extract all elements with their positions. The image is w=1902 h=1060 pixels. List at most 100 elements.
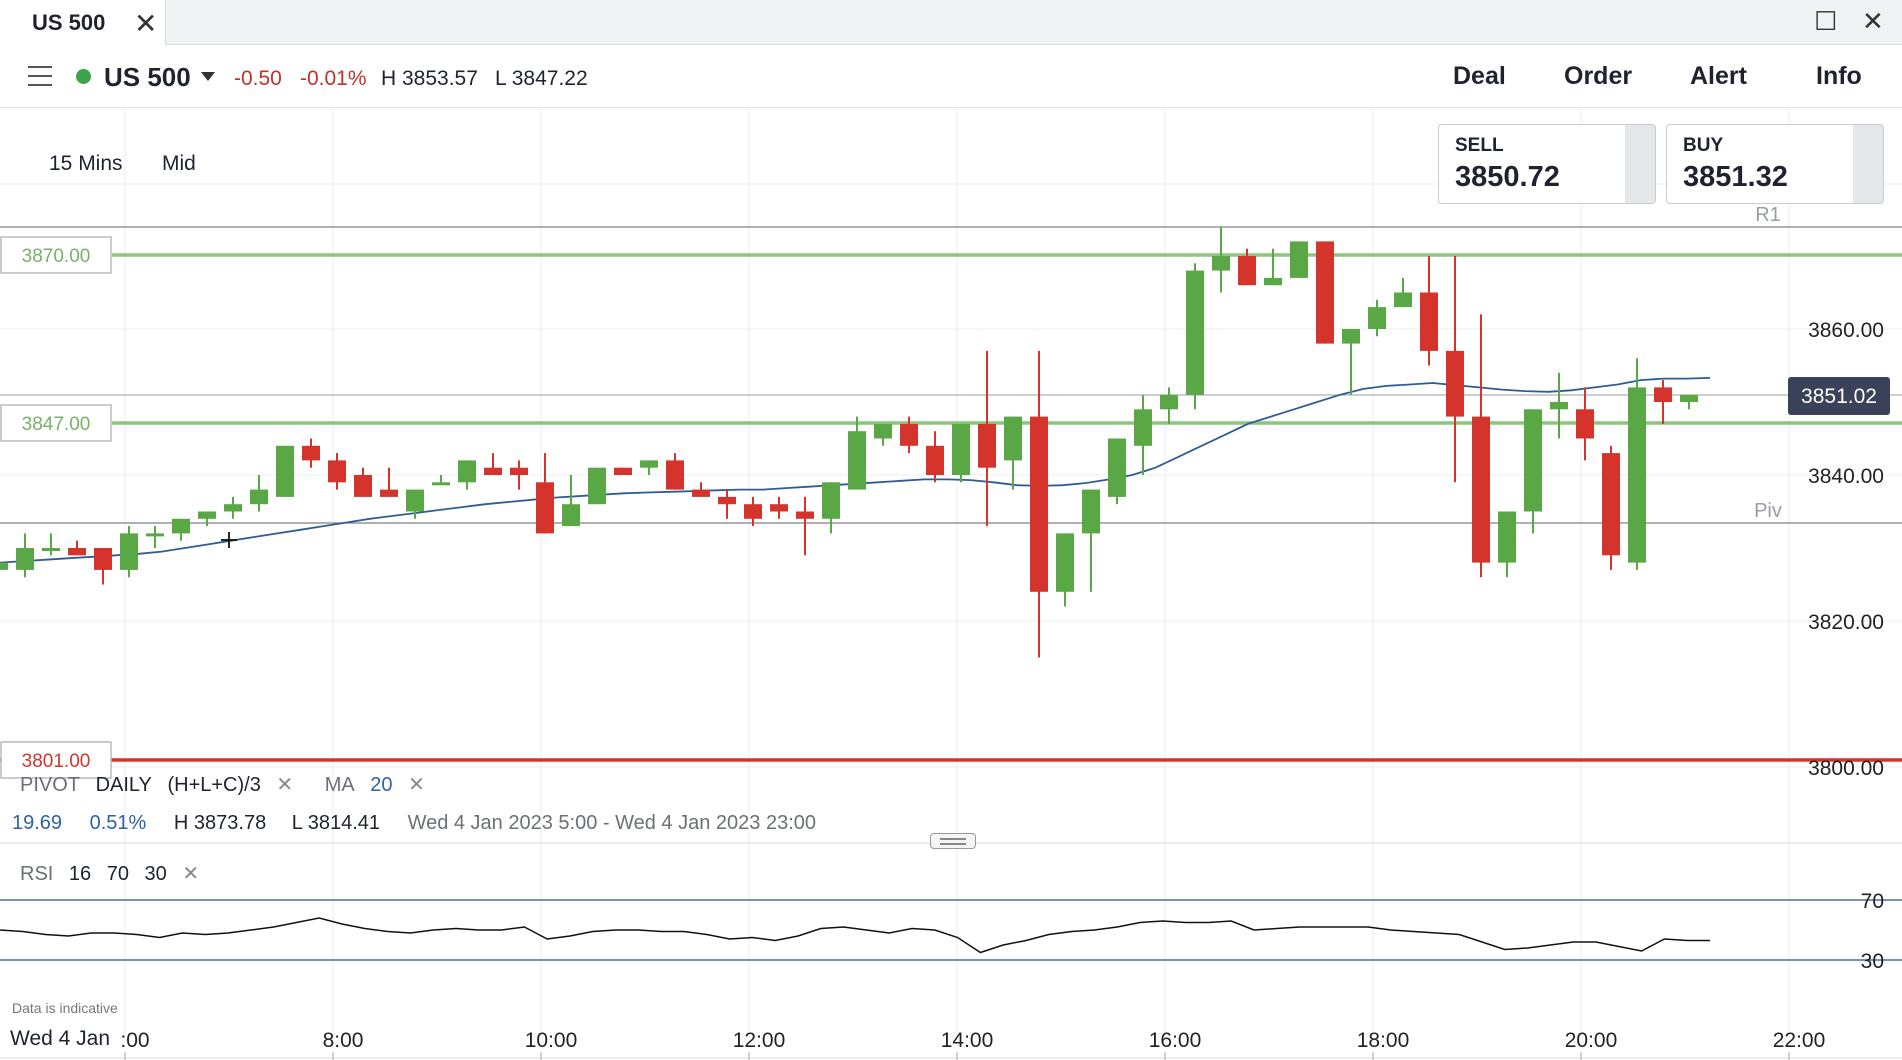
close-icon[interactable]: ✕	[134, 8, 158, 39]
candle-body	[978, 423, 996, 468]
candle-body	[666, 460, 684, 490]
time-tick-label: 16:00	[1149, 1029, 1202, 1052]
candle-body	[588, 467, 606, 505]
buy-button[interactable]: BUY 3851.32	[1666, 124, 1884, 204]
rsi-upper: 70	[106, 863, 129, 885]
sell-button[interactable]: SELL 3850.72	[1438, 124, 1656, 204]
candle-body	[1680, 394, 1698, 402]
ma-name: MA	[324, 774, 355, 796]
session-high: H 3853.57	[381, 67, 478, 90]
candle-body	[1004, 416, 1022, 461]
candle-body	[1290, 241, 1308, 278]
price-change-pct: -0.01%	[300, 67, 367, 90]
candle-body	[68, 548, 86, 556]
tab-us500[interactable]: US 500 ✕	[0, 0, 166, 45]
candle-body	[536, 482, 554, 534]
level-tag-label: 3801.00	[22, 751, 91, 772]
candle-body	[120, 533, 138, 570]
rsi-legend: RSI 16 70 30 ✕	[20, 861, 209, 886]
rsi-lower: 30	[144, 863, 167, 885]
price-type-selector[interactable]: Mid	[162, 152, 196, 175]
remove-rsi-icon[interactable]: ✕	[182, 863, 200, 885]
time-tick-label: 12:00	[733, 1029, 786, 1052]
candle-body	[354, 475, 372, 497]
sell-strip	[1625, 125, 1655, 203]
price-tick-label: 3800.00	[1808, 757, 1884, 780]
info-button[interactable]: Info	[1816, 62, 1862, 90]
order-button[interactable]: Order	[1564, 62, 1633, 90]
panel-resize-handle[interactable]	[930, 833, 976, 849]
candle-body	[1264, 277, 1282, 286]
candle-body	[276, 445, 294, 497]
ma-period: 20	[370, 774, 393, 796]
time-tick-label: 8:00	[323, 1029, 364, 1052]
candle-body	[1524, 409, 1542, 512]
time-tick-label: 14:00	[941, 1029, 994, 1052]
level-tag-label: 3870.00	[22, 246, 91, 267]
candle-body	[458, 460, 476, 483]
candle-body	[16, 548, 34, 570]
deal-button[interactable]: Deal	[1453, 62, 1506, 90]
candle-body	[1628, 387, 1646, 563]
price-axis: 3860.00 3840.00 3820.00 3800.00 3851.02	[0, 319, 1902, 844]
candle-body	[94, 548, 112, 570]
candle-body	[1368, 307, 1386, 329]
data-disclaimer: Data is indicative	[12, 1000, 118, 1016]
remove-pivot-icon[interactable]: ✕	[276, 774, 294, 796]
pivot-legend: PIVOT DAILY (H+L+C)/3 ✕ MA 20 ✕	[20, 772, 435, 797]
interval-selector[interactable]: 15 Mins	[49, 152, 123, 175]
range-period: Wed 4 Jan 2023 5:00 - Wed 4 Jan 2023 23:…	[407, 812, 817, 834]
remove-ma-icon[interactable]: ✕	[408, 774, 425, 796]
candle-body	[1056, 533, 1074, 592]
session-low: L 3847.22	[495, 67, 588, 90]
candle-body	[1576, 409, 1594, 439]
candle-body	[1394, 292, 1412, 308]
alert-button[interactable]: Alert	[1690, 62, 1747, 90]
time-axis: :00 8:00 10:00 12:00 14:00 16:00 18:00 20:00 22:…	[0, 1029, 1902, 1060]
candle-body	[1472, 416, 1490, 563]
candle-body	[302, 445, 320, 461]
hamburger-menu-icon[interactable]	[28, 66, 52, 86]
candle-body	[484, 467, 502, 475]
candle-body	[42, 548, 60, 551]
candle-body	[0, 562, 8, 570]
candle-body	[744, 504, 762, 519]
candle-body	[614, 467, 632, 475]
sell-label: SELL	[1455, 135, 1504, 156]
maximize-icon[interactable]: ☐	[1814, 6, 1838, 36]
candle-body	[692, 489, 710, 497]
candle-body	[926, 445, 944, 475]
pivot-formula: (H+L+C)/3	[167, 774, 261, 796]
candle-body	[1602, 453, 1620, 556]
candle-body	[510, 467, 528, 475]
candle-body	[1654, 387, 1672, 402]
candle-body	[900, 423, 918, 446]
candle-body	[1134, 409, 1152, 446]
close-window-icon[interactable]: ✕	[1862, 6, 1884, 36]
pivot-name: PIVOT	[20, 774, 81, 796]
candle-body	[380, 489, 398, 497]
chevron-down-icon[interactable]	[201, 72, 215, 81]
candle-body	[1550, 402, 1568, 410]
candle-body	[1186, 270, 1204, 395]
candle-body	[848, 431, 866, 490]
candle-body	[796, 511, 814, 519]
candle-body	[718, 496, 736, 505]
rsi-line	[0, 917, 1710, 954]
candle-body	[224, 504, 242, 512]
current-price-badge	[1788, 377, 1890, 415]
rsi-tick-label: 30	[1861, 950, 1884, 973]
range-stats: 19.69 0.51% H 3873.78 L 3814.41 Wed 4 Ja…	[12, 812, 826, 835]
price-tick-label: 3860.00	[1808, 319, 1884, 342]
instrument-name[interactable]: US 500	[104, 62, 191, 92]
candle-body	[770, 504, 788, 512]
range-value: 19.69	[12, 812, 63, 834]
sell-price: 3850.72	[1455, 161, 1560, 193]
candle-body	[1082, 489, 1100, 534]
time-tick-label: 18:00	[1357, 1029, 1410, 1052]
level-tag	[0, 741, 112, 779]
candle-body	[250, 489, 268, 505]
price-tick-label: 3820.00	[1808, 611, 1884, 634]
time-tick-label: 10:00	[525, 1029, 578, 1052]
